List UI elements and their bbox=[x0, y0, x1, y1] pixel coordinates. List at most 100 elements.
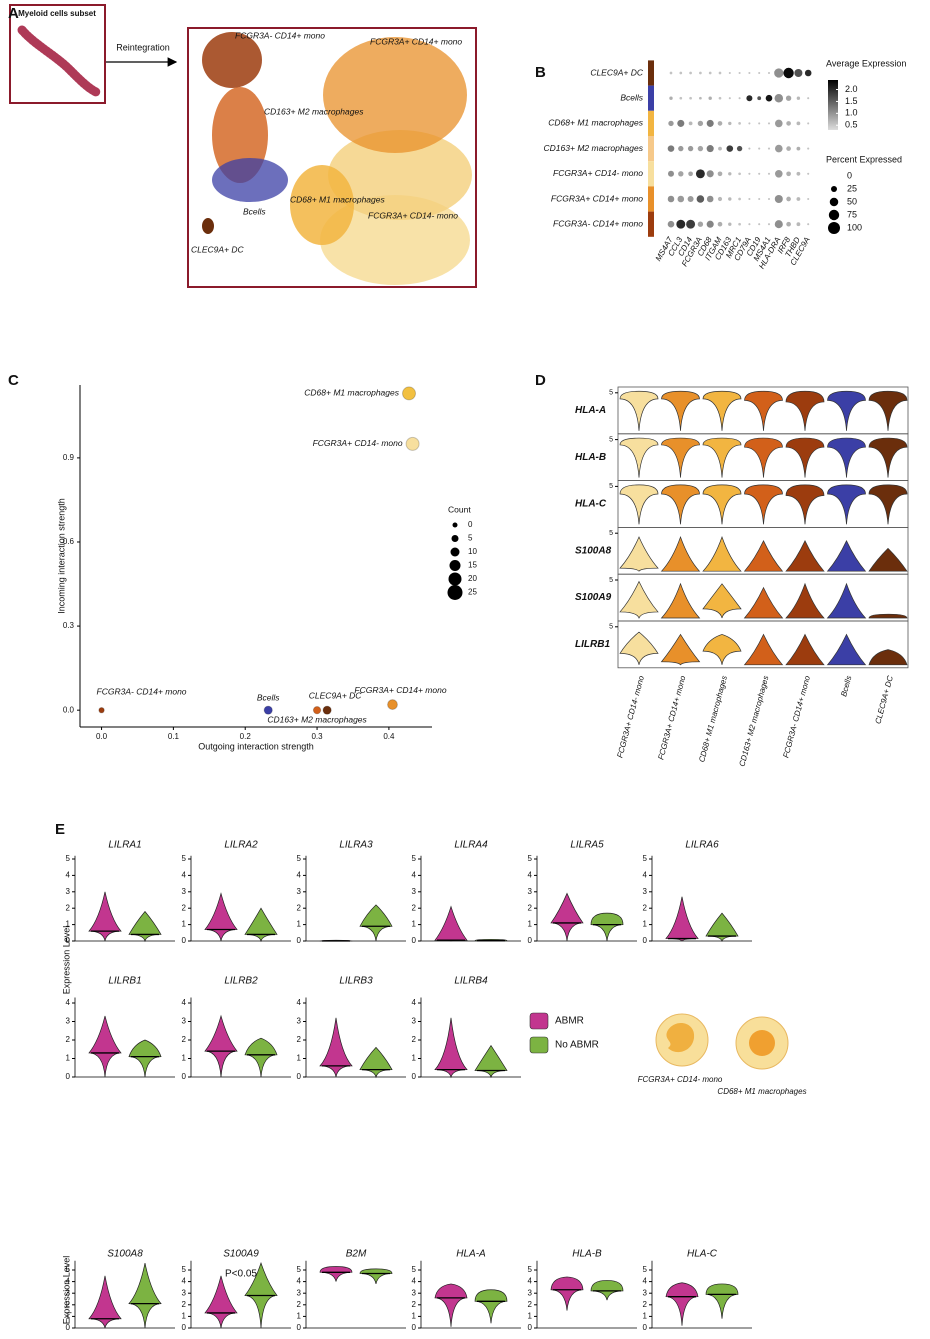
legend-swatch bbox=[529, 1012, 549, 1030]
y-tick-label: 5 bbox=[66, 854, 71, 863]
violin bbox=[868, 484, 908, 525]
y-tick-label: 1 bbox=[297, 920, 302, 929]
violin bbox=[868, 437, 908, 478]
y-tick-label: 3 bbox=[643, 887, 648, 896]
row-frame bbox=[617, 620, 909, 669]
y-tick-label: 2 bbox=[643, 903, 648, 912]
point-label: CLEC9A+ DC bbox=[309, 690, 363, 700]
violin bbox=[827, 390, 866, 431]
violin bbox=[744, 437, 783, 478]
dot bbox=[699, 96, 702, 100]
violin bbox=[619, 631, 659, 665]
row-label: CLEC9A+ DC bbox=[590, 67, 644, 77]
y-tick-label: 2 bbox=[182, 1035, 187, 1044]
violin bbox=[743, 539, 784, 572]
legend-label: 0 bbox=[847, 170, 852, 180]
y-tick-label: 3 bbox=[182, 887, 187, 896]
violin bbox=[785, 484, 825, 525]
y-tick-label: 3 bbox=[66, 1288, 71, 1297]
y-tick-label: 5 bbox=[182, 854, 187, 863]
legend-tick-label: 2.0 bbox=[845, 84, 858, 94]
dot bbox=[748, 172, 751, 175]
y-tick-label: 1 bbox=[182, 1054, 187, 1063]
dot bbox=[728, 71, 731, 75]
legend-label: 75 bbox=[847, 209, 857, 219]
dot bbox=[748, 223, 751, 226]
y-tick-label: 2 bbox=[182, 903, 187, 912]
dot bbox=[738, 222, 741, 226]
y-tick-label: 2 bbox=[643, 1300, 648, 1309]
panel-title: LILRB2 bbox=[224, 976, 258, 987]
y-tick-label: 4 bbox=[412, 871, 417, 880]
row-color bbox=[648, 85, 654, 111]
violin bbox=[660, 582, 701, 619]
y-tick-label: 0 bbox=[643, 1323, 648, 1332]
dot bbox=[774, 93, 784, 103]
y-tick-label: 0 bbox=[182, 1072, 187, 1081]
dot bbox=[678, 171, 684, 177]
y-tick-label: 5 bbox=[297, 854, 302, 863]
point bbox=[312, 705, 322, 715]
y-tick-label: 3 bbox=[182, 1288, 187, 1297]
legend-dot bbox=[447, 585, 463, 600]
y-tick-label: 5 bbox=[528, 854, 533, 863]
violin bbox=[827, 437, 866, 478]
legend-swatch bbox=[529, 1036, 549, 1054]
y-tick-label: 0 bbox=[66, 1072, 71, 1081]
cluster-region bbox=[202, 218, 214, 234]
dot bbox=[708, 71, 712, 75]
violin bbox=[550, 1276, 584, 1311]
dot bbox=[706, 220, 714, 228]
y-tick-label: 2 bbox=[412, 1035, 417, 1044]
violin bbox=[744, 390, 783, 431]
legend-tick-label: 0.5 bbox=[845, 120, 858, 130]
y-tick-label: 3 bbox=[297, 887, 302, 896]
panel-title: LILRA3 bbox=[339, 840, 373, 851]
row-label: Bcells bbox=[620, 92, 643, 102]
dot bbox=[687, 196, 694, 202]
y-tick-label: 4 bbox=[182, 871, 187, 880]
legend-label: 25 bbox=[468, 588, 477, 597]
y-tick-label: 3 bbox=[412, 887, 417, 896]
dot bbox=[786, 221, 791, 227]
dot bbox=[758, 223, 761, 226]
dot bbox=[758, 71, 761, 75]
dot bbox=[676, 219, 686, 229]
legend-dot bbox=[450, 547, 460, 557]
row-label: FCGR3A+ CD14- mono bbox=[553, 168, 643, 178]
dot bbox=[767, 147, 771, 150]
legend-label: 15 bbox=[468, 561, 477, 570]
violin bbox=[660, 535, 701, 572]
y-tick-label: 1 bbox=[297, 1054, 302, 1063]
row-label: FCGR3A- CD14+ mono bbox=[553, 218, 643, 228]
violin bbox=[319, 1017, 353, 1078]
violin bbox=[702, 535, 742, 572]
violin bbox=[702, 484, 742, 525]
point-label: Bcells bbox=[257, 692, 280, 702]
violin bbox=[619, 390, 659, 431]
row-color bbox=[648, 110, 654, 136]
point bbox=[387, 699, 398, 710]
violin bbox=[743, 633, 784, 666]
dot bbox=[765, 94, 773, 102]
legend-title: Count bbox=[448, 504, 471, 514]
row-color bbox=[648, 136, 654, 162]
cluster-label: FCGR3A+ CD14+ mono bbox=[370, 36, 462, 46]
dot bbox=[689, 96, 692, 100]
y-tick-label: 1 bbox=[643, 920, 648, 929]
y-tick-label: 3 bbox=[412, 1288, 417, 1297]
dot bbox=[796, 197, 801, 201]
y-tick-label: 5 bbox=[609, 483, 613, 490]
dot bbox=[728, 222, 732, 226]
dot bbox=[796, 121, 801, 126]
y-tick-label: 5 bbox=[528, 1265, 533, 1274]
dot bbox=[786, 121, 791, 126]
arrow-label: Reintegration bbox=[116, 42, 170, 52]
y-tick-label: 1 bbox=[182, 1312, 187, 1321]
y-tick-label: 4 bbox=[643, 871, 648, 880]
violin bbox=[474, 1044, 508, 1079]
dot bbox=[717, 196, 723, 202]
y-axis-label: Expression Level bbox=[61, 926, 71, 995]
dot bbox=[677, 195, 685, 203]
y-tick-label: 2 bbox=[412, 1300, 417, 1309]
